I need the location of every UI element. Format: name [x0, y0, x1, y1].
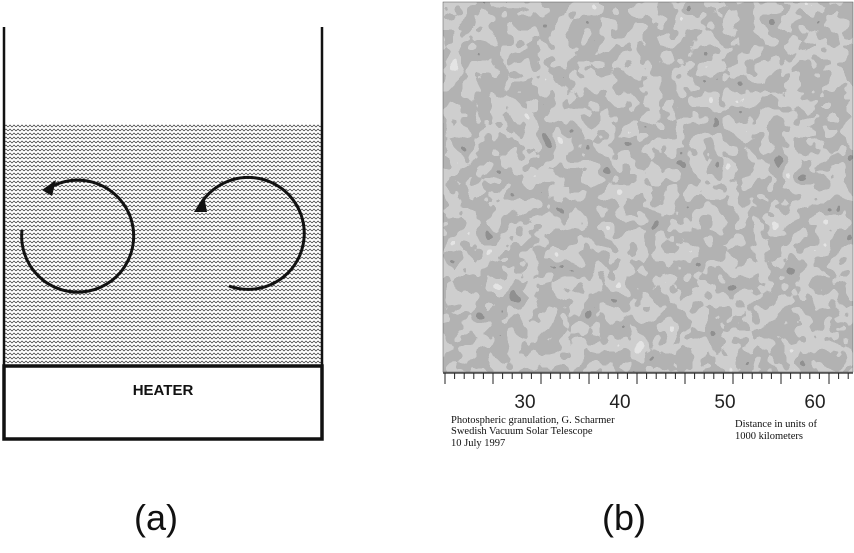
left-convection-cell [20, 178, 136, 294]
caption-line-3: 10 July 1997 [451, 438, 505, 449]
right-cell-arrowhead [194, 196, 207, 212]
scale-label-60: 60 [804, 392, 825, 413]
scale-label-40: 40 [609, 392, 630, 413]
heater-box [2, 364, 324, 441]
left-cell-arrowhead [42, 180, 56, 196]
caption-line-1: Photospheric granulation, G. Scharmer [451, 415, 615, 426]
caption-line-2: Swedish Vacuum Solar Telescope [451, 426, 593, 437]
panel-b-label: (b) [602, 497, 646, 538]
panel-b-granulation-image [442, 1, 854, 373]
panel-a-diagram: HEATER [2, 27, 324, 441]
units-line-1: Distance in units of [735, 419, 817, 430]
granulation-photo [443, 2, 853, 372]
fluid-region [5, 124, 322, 365]
scale-label-50: 50 [714, 392, 735, 413]
heater-label: HEATER [133, 382, 194, 399]
units-line-2: 1000 kilometers [735, 431, 803, 442]
scale-label-30: 30 [514, 392, 535, 413]
distance-scale-ruler [443, 372, 853, 384]
right-convection-cell [198, 175, 306, 291]
panel-a-label: (a) [134, 497, 178, 538]
